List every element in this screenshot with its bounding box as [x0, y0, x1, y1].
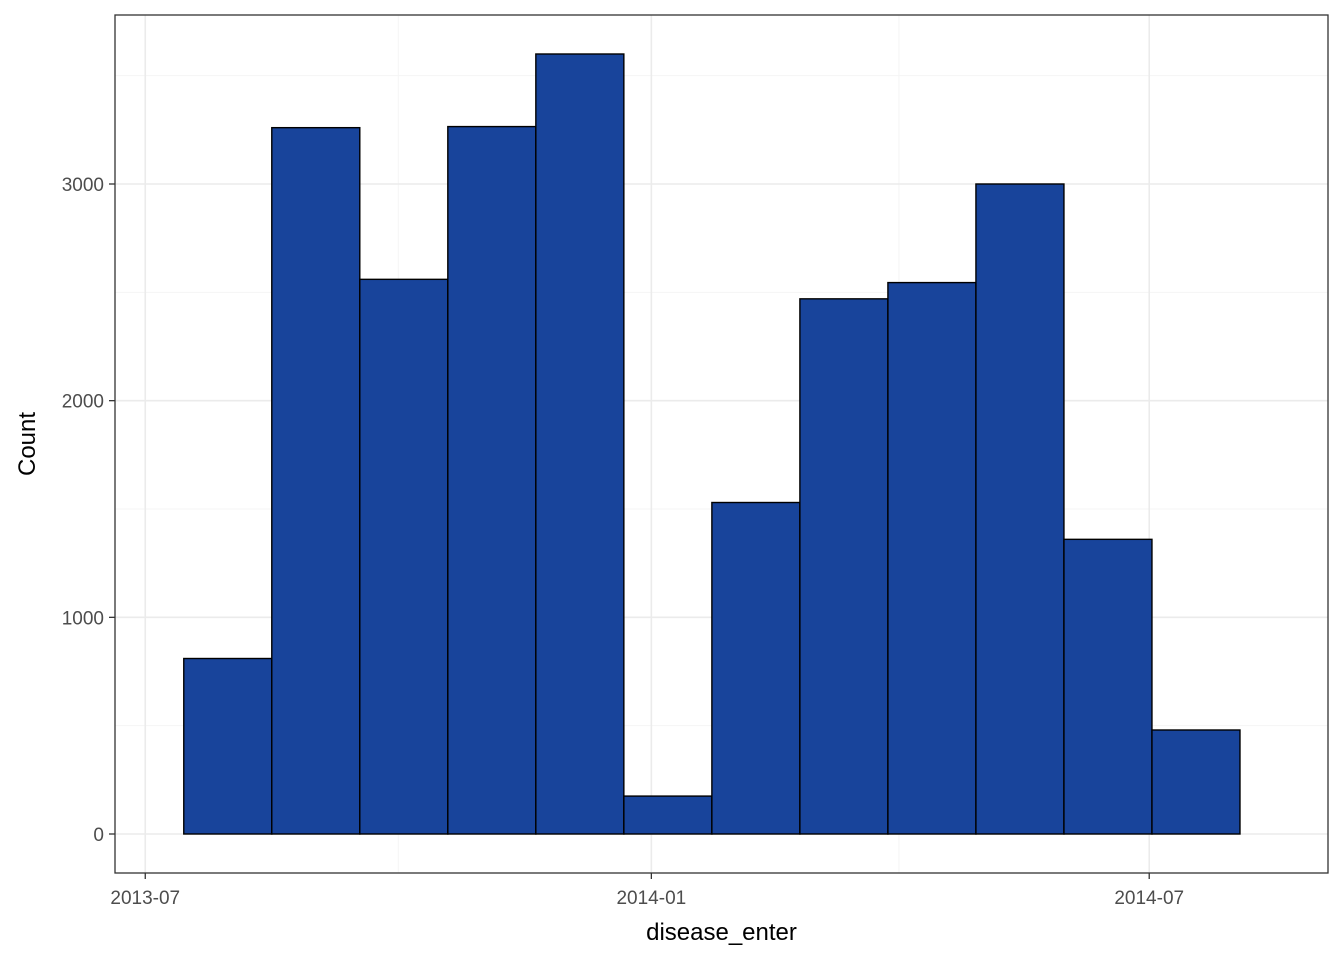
y-axis: 0 1000 2000 3000	[62, 175, 115, 846]
y-tick-label-1: 1000	[62, 608, 104, 629]
x-tick-label-0: 2013-07	[110, 888, 180, 909]
histogram-bar-6	[623, 795, 713, 835]
histogram-bar-7	[711, 501, 801, 835]
x-tick-label-1: 2014-01	[616, 888, 686, 909]
histogram-bar-10	[975, 183, 1065, 835]
y-axis-title: Count	[14, 412, 41, 476]
histogram-bar-9	[887, 281, 977, 835]
panel-border	[114, 14, 1329, 874]
x-axis-title: disease_enter	[646, 919, 797, 946]
histogram-bar-4	[447, 125, 537, 835]
histogram-bar-12	[1151, 729, 1241, 835]
x-axis: 2013-07 2014-01 2014-07	[110, 873, 1184, 909]
histogram-bars	[183, 53, 1241, 835]
y-tick-label-3: 3000	[62, 175, 104, 196]
histogram-bar-11	[1063, 538, 1153, 835]
histogram-bar-8	[799, 298, 889, 835]
histogram-bar-3	[359, 278, 449, 835]
y-tick-label-2: 2000	[62, 392, 104, 413]
histogram-bar-2	[271, 126, 361, 835]
y-tick-label-0: 0	[93, 825, 104, 846]
histogram-bar-5	[535, 53, 625, 835]
histogram-bar-1	[183, 657, 273, 835]
x-tick-label-2: 2014-07	[1114, 888, 1184, 909]
